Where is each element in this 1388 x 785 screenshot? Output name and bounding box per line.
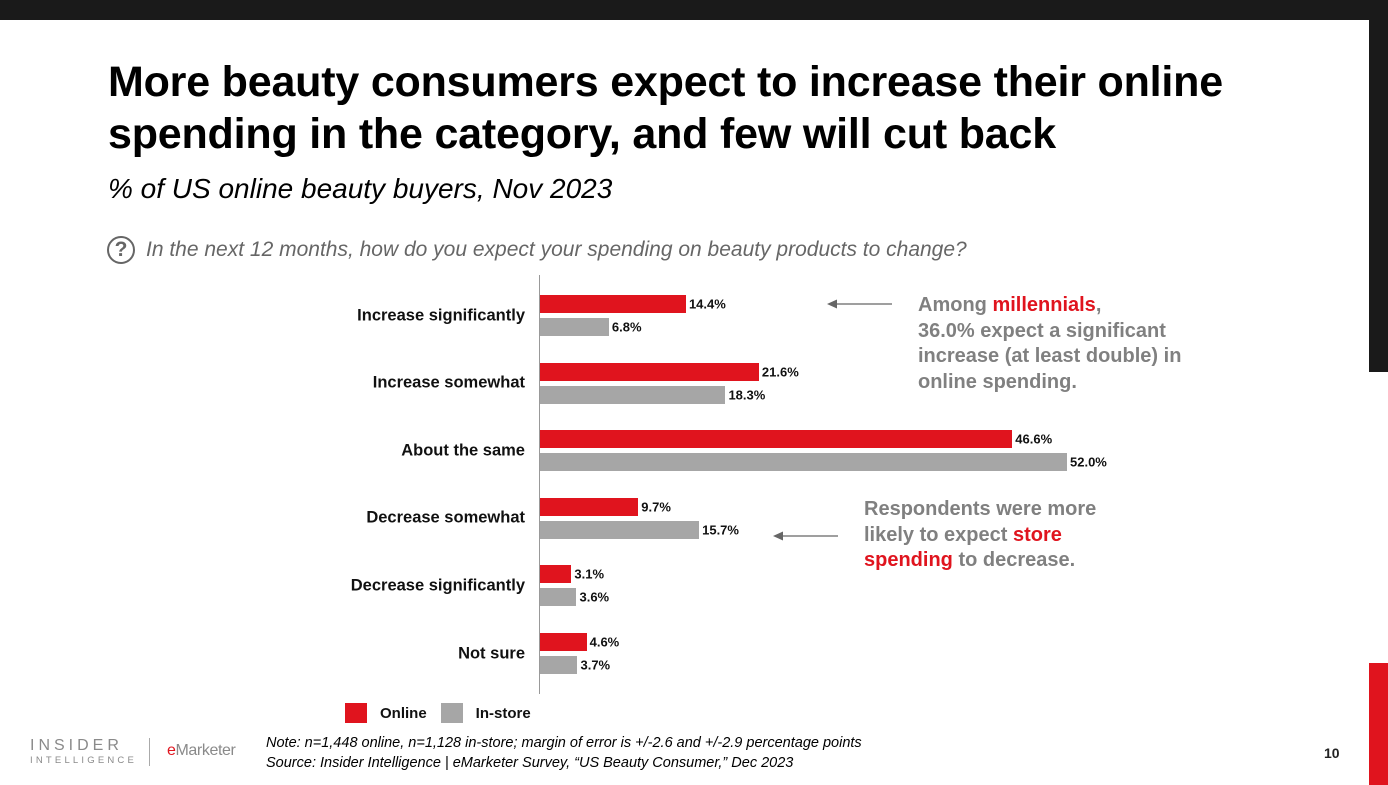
annotation-millennials-line4: online spending. bbox=[918, 370, 1077, 393]
annotation-store-line3: spending to decrease. bbox=[864, 548, 1096, 574]
legend-label-online: Online bbox=[380, 704, 427, 722]
annotation-store-line2: likely to expect store bbox=[864, 523, 1096, 549]
chart-legend: Online In-store bbox=[345, 703, 545, 723]
category-label: About the same bbox=[401, 441, 525, 460]
online-value-label: 9.7% bbox=[641, 499, 671, 515]
logo-divider bbox=[149, 738, 150, 766]
annotation-text: Among bbox=[918, 294, 993, 316]
footer-notes: Note: n=1,448 online, n=1,128 in-store; … bbox=[266, 733, 862, 773]
instore-value-label: 52.0% bbox=[1070, 454, 1107, 470]
annotation-store-line1: Respondents were more bbox=[864, 498, 1097, 520]
annotation-millennials-line3: increase (at least double) in bbox=[918, 345, 1182, 367]
instore-bar bbox=[540, 453, 1067, 472]
instore-value-label: 15.7% bbox=[702, 522, 739, 538]
insider-intelligence-logo: INSIDER INTELLIGENCE bbox=[30, 737, 137, 767]
instore-bar bbox=[540, 656, 578, 674]
legend-item-online: Online bbox=[345, 703, 427, 723]
category-label: Decrease somewhat bbox=[366, 508, 525, 527]
arrow-left-icon bbox=[827, 299, 892, 309]
chart-axis-line bbox=[539, 275, 540, 694]
instore-value-label: 6.8% bbox=[611, 319, 642, 335]
annotation-millennials-line2: 36.0% expect a significant bbox=[918, 319, 1166, 342]
page-title: More beauty consumers expect to increase… bbox=[108, 58, 1223, 158]
annotation-highlight: store bbox=[1012, 523, 1062, 546]
online-bar bbox=[540, 633, 587, 651]
instore-bar bbox=[540, 520, 700, 539]
annotation-text: to decrease. bbox=[952, 549, 1076, 571]
online-bar bbox=[540, 362, 759, 381]
annotation-millennials: Among millennials, 36.0% expect a signif… bbox=[918, 293, 1181, 395]
arrow-left-icon bbox=[773, 531, 838, 541]
logo-intelligence-text: INTELLIGENCE bbox=[30, 755, 138, 766]
survey-question: ? In the next 12 months, how do you expe… bbox=[107, 233, 967, 267]
online-value-label: 21.6% bbox=[761, 364, 799, 380]
instore-bar bbox=[540, 588, 577, 607]
top-bar bbox=[0, 0, 1388, 20]
right-accent-red bbox=[1369, 663, 1388, 785]
legend-label-instore: In-store bbox=[475, 704, 531, 722]
online-value-label: 46.6% bbox=[1015, 431, 1053, 447]
annotation-millennials-line1: Among millennials, bbox=[918, 293, 1181, 319]
category-label: Not sure bbox=[458, 644, 525, 662]
logo-emarketer-e: e bbox=[167, 742, 176, 759]
question-mark-icon: ? bbox=[107, 236, 135, 264]
instore-value-label: 3.6% bbox=[579, 589, 610, 605]
online-value-label: 14.4% bbox=[688, 296, 726, 312]
footer-note: Note: n=1,448 online, n=1,128 in-store; … bbox=[266, 735, 862, 751]
emarketer-logo: eMarketer bbox=[167, 742, 236, 760]
annotation-text: , bbox=[1095, 294, 1102, 316]
instore-value-label: 18.3% bbox=[728, 387, 766, 403]
category-label: Increase somewhat bbox=[372, 373, 525, 392]
online-value-label: 3.1% bbox=[574, 566, 605, 582]
instore-bar bbox=[540, 385, 726, 404]
logo-emarketer-text: Marketer bbox=[175, 742, 236, 759]
annotation-highlight: spending bbox=[864, 549, 953, 571]
instore-bar bbox=[540, 318, 609, 336]
right-accent-dark bbox=[1369, 20, 1388, 372]
online-bar bbox=[540, 295, 686, 313]
legend-swatch-instore bbox=[440, 703, 463, 723]
annotation-highlight: millennials bbox=[992, 294, 1096, 316]
category-label: Increase significantly bbox=[357, 306, 525, 324]
survey-question-text: In the next 12 months, how do you expect… bbox=[146, 238, 967, 261]
online-bar bbox=[540, 565, 572, 584]
footer-source: Source: Insider Intelligence | eMarketer… bbox=[266, 755, 794, 771]
instore-value-label: 3.7% bbox=[580, 657, 611, 673]
category-label: Decrease significantly bbox=[350, 576, 525, 595]
page-subtitle: % of US online beauty buyers, Nov 2023 bbox=[108, 173, 613, 204]
legend-item-instore: In-store bbox=[440, 703, 531, 723]
logo-insider-text: INSIDER bbox=[30, 737, 123, 754]
online-bar bbox=[540, 430, 1013, 449]
online-bar bbox=[540, 497, 639, 516]
page-number: 10 bbox=[1324, 745, 1340, 761]
legend-swatch-online bbox=[345, 703, 367, 723]
annotation-store: Respondents were more likely to expect s… bbox=[864, 497, 1096, 574]
online-value-label: 4.6% bbox=[589, 634, 620, 650]
annotation-text: likely to expect bbox=[864, 523, 1013, 546]
